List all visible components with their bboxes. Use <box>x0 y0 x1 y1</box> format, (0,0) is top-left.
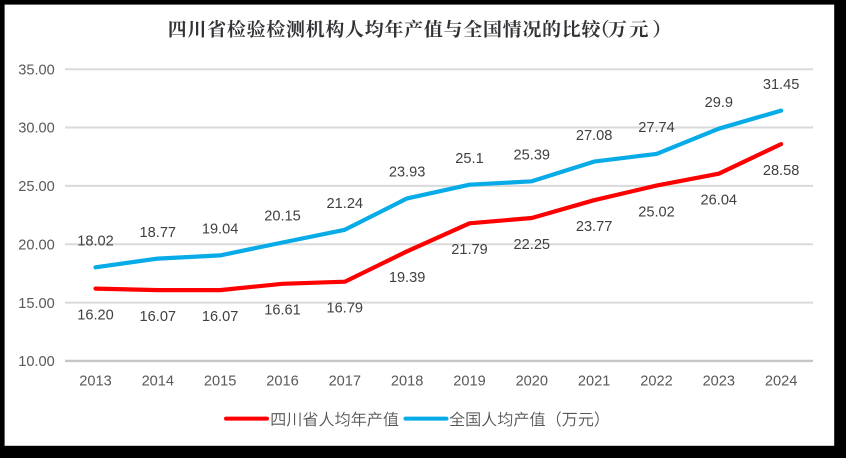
svg-text:25.39: 25.39 <box>514 148 551 164</box>
svg-text:25.00: 25.00 <box>18 179 55 195</box>
svg-text:2020: 2020 <box>516 374 548 390</box>
svg-text:2013: 2013 <box>79 374 111 390</box>
svg-text:25.1: 25.1 <box>455 151 483 167</box>
svg-text:2023: 2023 <box>703 374 735 390</box>
svg-text:19.04: 19.04 <box>202 222 239 238</box>
svg-text:16.07: 16.07 <box>202 309 239 325</box>
svg-text:18.02: 18.02 <box>77 234 114 250</box>
svg-text:2016: 2016 <box>266 374 298 390</box>
svg-text:19.39: 19.39 <box>389 270 426 286</box>
svg-text:16.61: 16.61 <box>264 303 301 319</box>
svg-text:2019: 2019 <box>453 374 485 390</box>
svg-text:2022: 2022 <box>640 374 672 390</box>
svg-text:20.15: 20.15 <box>264 209 301 225</box>
svg-text:35.00: 35.00 <box>18 62 55 78</box>
svg-text:21.79: 21.79 <box>451 242 488 258</box>
svg-text:31.45: 31.45 <box>763 77 800 93</box>
svg-text:2024: 2024 <box>765 374 797 390</box>
svg-text:2021: 2021 <box>578 374 610 390</box>
svg-text:2018: 2018 <box>391 374 423 390</box>
svg-text:22.25: 22.25 <box>514 237 551 253</box>
svg-text:16.20: 16.20 <box>77 308 114 324</box>
svg-text:21.24: 21.24 <box>327 196 364 212</box>
svg-text:2017: 2017 <box>329 374 361 390</box>
svg-text:18.77: 18.77 <box>140 225 177 241</box>
svg-text:30.00: 30.00 <box>18 121 55 137</box>
svg-text:2014: 2014 <box>142 374 174 390</box>
svg-text:29.9: 29.9 <box>705 95 733 111</box>
svg-text:16.07: 16.07 <box>140 309 177 325</box>
svg-text:15.00: 15.00 <box>18 296 55 312</box>
svg-text:28.58: 28.58 <box>763 163 800 179</box>
svg-text:20.00: 20.00 <box>18 237 55 253</box>
svg-text:26.04: 26.04 <box>701 193 738 209</box>
svg-text:16.79: 16.79 <box>327 301 364 317</box>
svg-text:27.08: 27.08 <box>576 128 613 144</box>
svg-text:23.93: 23.93 <box>389 165 426 181</box>
svg-text:2015: 2015 <box>204 374 236 390</box>
svg-text:27.74: 27.74 <box>638 120 675 136</box>
svg-text:23.77: 23.77 <box>576 219 613 235</box>
svg-text:25.02: 25.02 <box>638 205 675 221</box>
svg-text:10.00: 10.00 <box>18 354 55 370</box>
